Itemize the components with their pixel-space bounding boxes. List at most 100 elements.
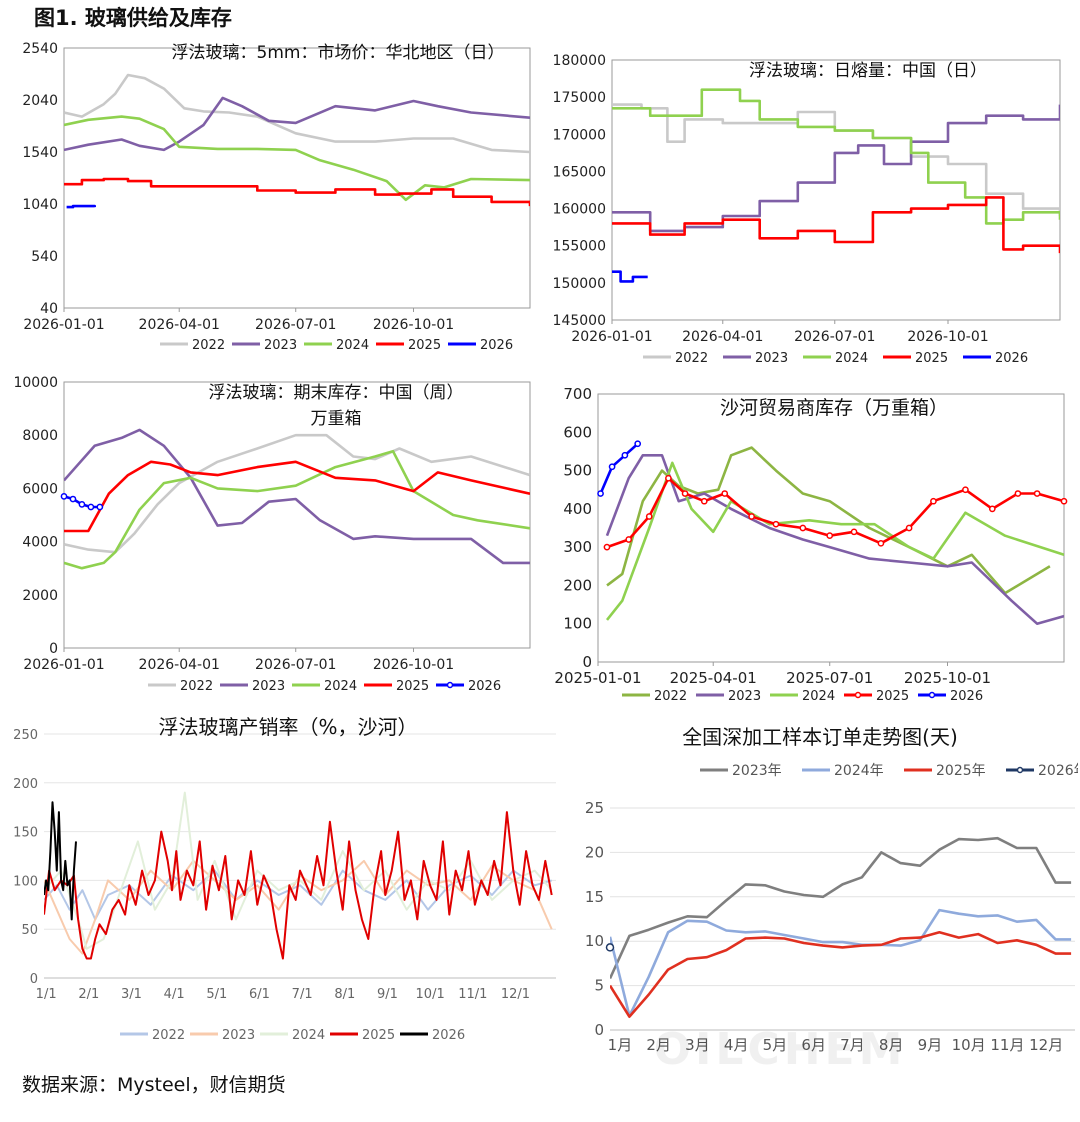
y-tick-label: 2540 [22, 41, 58, 57]
legend-label-2022: 2022 [152, 1028, 185, 1043]
y-tick-label: 10000 [13, 375, 58, 391]
series-point-2025 [665, 474, 672, 482]
data-source: 数据来源：Mysteel，财信期货 [22, 1074, 286, 1096]
series-point-2025 [799, 524, 807, 532]
x-tick-label: 2026-10-01 [373, 317, 454, 333]
legend-label-2026: 2026 [468, 679, 501, 694]
x-tick-label: 2026-10-01 [907, 329, 988, 345]
series-point-2025 [930, 497, 937, 505]
y-tick-label: 155000 [553, 239, 606, 255]
chart-panel-daily-melt: 145000 150000 155000 160000 165000 170000 1750… [548, 46, 1068, 372]
legend-label-2025: 2025 [915, 351, 948, 366]
series-point-2026 [96, 503, 104, 511]
series-point-2025 [645, 513, 653, 520]
chart-title: 浮法玻璃：期末库存：中国（周） [209, 383, 464, 403]
legend-label-2024: 2024 [802, 689, 835, 704]
legend-label-2025: 2025 [876, 689, 909, 704]
legend-label-2023: 2023 [264, 338, 297, 353]
chart-title: 浮法玻璃产销率（%，沙河） [158, 715, 417, 739]
series-point-2025 [962, 486, 969, 494]
y-tick-label: 165000 [553, 164, 606, 180]
x-tick-label: 2月 [646, 1036, 671, 1054]
chart-shahe-inventory: 0 100 200 300 400 500 600 700 2025-01-01 2025-04-… [554, 386, 1068, 704]
legend-marker-2026 [928, 691, 936, 699]
series-line-2024 [64, 115, 530, 202]
y-tick-label: 2000 [22, 588, 58, 604]
series-point-2026 [621, 451, 629, 459]
y-tick-label: 500 [563, 462, 592, 480]
y-tick-label: 160000 [553, 202, 606, 218]
series-line-2024 [64, 449, 530, 570]
chart-sales-ratio: 0 50 100 150 200 250 1/1 2/1 3/1 4/1 5/1 6/1 7/1 8/1 9… [13, 715, 556, 1043]
series-line-2026 [599, 442, 639, 495]
series-line-2023 [64, 428, 530, 565]
series-point-2026 [608, 463, 616, 471]
legend-label-2026: 2026 [480, 338, 513, 353]
x-tick-label: 12/1 [501, 987, 530, 1002]
x-tick-label: 2026-07-01 [255, 657, 336, 673]
legend-label-2024: 2024 [336, 338, 369, 353]
chart-title: 全国深加工样本订单走势图(天) [682, 725, 958, 749]
y-tick-label: 145000 [553, 313, 606, 329]
legend-label-2026: 2026 [432, 1028, 465, 1043]
y-tick-label: 0 [30, 972, 38, 987]
legend-label-2023: 2023 [755, 351, 788, 366]
series-line-2023 [612, 104, 1060, 233]
y-tick-label: 200 [13, 777, 38, 792]
x-tick-label: 2025-01-01 [554, 669, 641, 687]
x-tick-label: 1/1 [36, 987, 57, 1002]
y-tick-label: 1540 [22, 145, 58, 161]
series-line-2022 [64, 433, 530, 554]
series-point-2025 [850, 528, 858, 536]
y-tick-label: 50 [21, 923, 38, 938]
y-tick-label: 15 [585, 888, 604, 906]
chart-panel-sales-ratio: 0 50 100 150 200 250 1/1 2/1 3/1 4/1 5/1 6/1 7/1 8/1 9… [8, 712, 563, 1057]
series-point-2025 [1033, 490, 1041, 497]
y-tick-label: 25 [585, 799, 604, 817]
y-tick-label: 250 [13, 728, 38, 743]
legend-label-2025: 2025 [362, 1028, 395, 1043]
legend-label-2022: 2022 [654, 689, 687, 704]
x-tick-label: 2026-07-01 [794, 329, 875, 345]
x-tick-label: 8月 [879, 1036, 904, 1054]
y-tick-label: 5 [594, 977, 604, 995]
y-tick-label: 100 [13, 874, 38, 889]
y-tick-label: 2040 [22, 93, 58, 109]
y-tick-label: 300 [563, 538, 592, 556]
x-tick-label: 2025-04-01 [670, 669, 757, 687]
chart-panel-ending-inventory: 0 2000 4000 6000 8000 10000 2026-01-01 2026-04-… [8, 368, 538, 698]
x-tick-label: 5/1 [206, 987, 227, 1002]
series-line-2026 [44, 801, 77, 921]
legend-marker-2026年 [1016, 766, 1024, 774]
series-line-2022 [64, 73, 530, 154]
y-tick-label: 200 [563, 576, 592, 594]
x-tick-label: 2/1 [78, 987, 99, 1002]
chart-panel-deep-processing-orders: 0 5 10 15 20 25 1月 2月 3月 4月 5月 6月 7月 8月 9月 10月 11月 12月 全国深… [570, 718, 1078, 1070]
chart-float-glass-price: 40 540 1040 1540 2040 2540 2026-01-01 2026-04-0… [22, 41, 531, 353]
x-tick-label: 9月 [918, 1036, 943, 1054]
x-tick-label: 10月 [952, 1036, 986, 1054]
x-tick-label: 2026-10-01 [373, 657, 454, 673]
plot-frame [63, 381, 531, 649]
x-tick-label: 7月 [840, 1036, 865, 1054]
series-point-2025 [826, 532, 834, 540]
legend-label-2022: 2022 [180, 679, 213, 694]
watermark-oilchem: OILCHEM [654, 1024, 907, 1070]
chart-daily-melt: 145000 150000 155000 160000 165000 170000 1750… [553, 53, 1061, 366]
chart-title: 浮法玻璃：5mm：市场价：华北地区（日） [172, 43, 505, 63]
x-tick-label: 11/1 [458, 987, 487, 1002]
series-point-2025 [603, 543, 611, 551]
x-tick-label: 2026-04-01 [139, 317, 220, 333]
x-tick-label: 9/1 [377, 987, 398, 1002]
series-point-2025 [625, 536, 633, 543]
series-point-2025 [1014, 490, 1022, 497]
legend-label-2026: 2026 [995, 351, 1028, 366]
series-line-2026 [612, 270, 648, 283]
chart-title: 沙河贸易商库存（万重箱） [720, 397, 948, 419]
x-tick-label: 3/1 [121, 987, 142, 1002]
y-tick-label: 100 [563, 615, 592, 633]
x-tick-label: 2026-01-01 [571, 329, 652, 345]
x-tick-label: 5月 [763, 1036, 788, 1054]
x-tick-label: 1月 [608, 1036, 633, 1054]
chart-deep-processing-orders: 0 5 10 15 20 25 1月 2月 3月 4月 5月 6月 7月 8月 9月 10月 11月 12月 全国深… [585, 725, 1078, 1070]
